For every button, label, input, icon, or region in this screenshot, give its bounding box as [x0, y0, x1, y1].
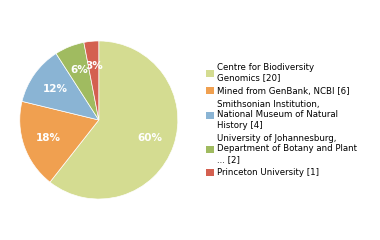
Text: 6%: 6% [70, 65, 88, 75]
Wedge shape [50, 41, 178, 199]
Text: 3%: 3% [85, 61, 103, 72]
Text: 12%: 12% [43, 84, 68, 94]
Wedge shape [20, 101, 99, 182]
Text: 18%: 18% [35, 132, 60, 143]
Wedge shape [22, 54, 99, 120]
Wedge shape [84, 41, 99, 120]
Wedge shape [56, 42, 99, 120]
Text: 60%: 60% [137, 132, 162, 143]
Legend: Centre for Biodiversity
Genomics [20], Mined from GenBank, NCBI [6], Smithsonian: Centre for Biodiversity Genomics [20], M… [206, 63, 357, 177]
